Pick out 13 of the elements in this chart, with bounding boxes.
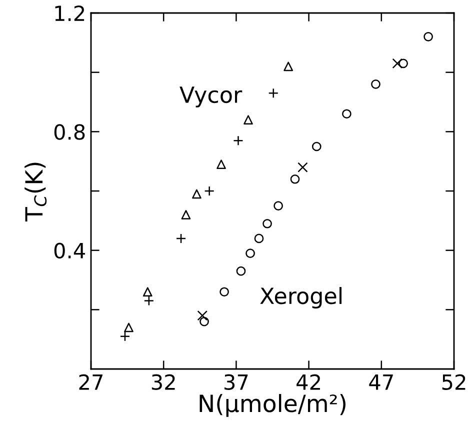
x-tick-label: 32: [152, 374, 175, 390]
y-tick-label: 0.4: [54, 242, 85, 259]
x-tick-label: 47: [369, 374, 393, 390]
x-axis-title: N(μmole/m²): [200, 394, 346, 417]
annotation: Vycor: [180, 86, 242, 108]
x-tick-label: 37: [224, 374, 248, 390]
x-tick-label: 42: [296, 374, 320, 390]
y-tick-label: 1.2: [55, 5, 84, 21]
x-tick-label: 27: [79, 374, 102, 390]
y-tick-label: 0.8: [54, 124, 85, 140]
annotation: Xerogel: [260, 287, 342, 309]
x-tick-label: 52: [442, 374, 466, 390]
y-axis-title: T$_{C}$(K): [24, 162, 47, 222]
